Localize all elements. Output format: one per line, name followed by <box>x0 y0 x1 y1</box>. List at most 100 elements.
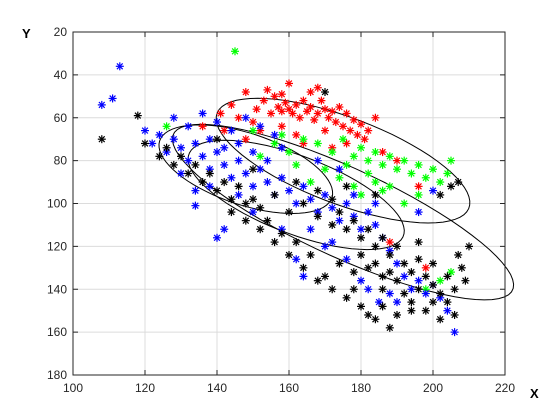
data-point <box>198 109 207 118</box>
data-point <box>198 152 207 161</box>
data-point <box>277 130 286 139</box>
data-point <box>357 143 365 152</box>
data-point <box>277 229 286 238</box>
data-point <box>292 130 301 139</box>
data-point <box>443 298 452 307</box>
data-point <box>436 289 445 298</box>
data-point <box>429 259 437 268</box>
data-point <box>213 135 221 144</box>
data-point <box>177 152 185 161</box>
data-point <box>436 276 445 285</box>
data-point <box>267 109 275 118</box>
data-point <box>169 160 178 169</box>
data-point <box>306 103 315 112</box>
data-point <box>285 250 293 259</box>
data-point <box>457 263 466 272</box>
data-point <box>205 135 214 144</box>
data-point <box>414 190 423 199</box>
data-point <box>277 143 286 152</box>
data-point <box>277 90 286 99</box>
ellipse <box>171 123 515 301</box>
data-point <box>299 96 308 105</box>
data-point <box>371 148 380 157</box>
data-point <box>353 130 362 139</box>
data-point <box>274 103 283 112</box>
data-point <box>313 186 322 195</box>
data-point <box>407 306 416 315</box>
data-point <box>414 238 423 247</box>
data-point <box>429 186 437 195</box>
data-point <box>148 139 157 148</box>
data-point <box>407 285 416 294</box>
data-point <box>371 190 380 199</box>
data-point <box>400 289 409 298</box>
data-point <box>429 280 437 289</box>
data-point <box>364 126 373 135</box>
data-point <box>378 186 387 195</box>
data-point <box>299 199 308 208</box>
data-point <box>249 182 257 191</box>
data-point <box>249 148 257 157</box>
data-point <box>342 293 351 302</box>
data-point <box>364 263 373 272</box>
data-point <box>385 250 394 259</box>
data-point <box>385 152 394 161</box>
data-point <box>414 285 423 294</box>
data-point <box>371 199 380 208</box>
data-point <box>371 259 380 268</box>
data-point <box>270 139 279 148</box>
data-point <box>321 242 329 251</box>
data-point <box>371 178 380 187</box>
data-point <box>378 233 387 242</box>
data-point <box>407 268 416 277</box>
data-point <box>231 47 239 56</box>
data-point <box>450 285 459 294</box>
data-point <box>292 178 301 187</box>
data-point <box>141 126 149 135</box>
data-point <box>256 225 265 234</box>
x-tick-label: 120 <box>135 381 155 395</box>
data-point <box>313 212 322 221</box>
data-point <box>234 139 243 148</box>
data-point <box>252 105 261 114</box>
plot-area <box>72 31 515 376</box>
data-point <box>227 100 236 109</box>
data-point <box>191 201 200 210</box>
data-point <box>461 276 470 285</box>
data-point <box>454 250 463 259</box>
data-point <box>328 107 337 116</box>
data-point <box>421 306 430 315</box>
data-point <box>324 113 333 122</box>
data-point <box>378 302 387 311</box>
data-point <box>429 165 437 174</box>
data-point <box>177 143 185 152</box>
data-point <box>321 272 329 281</box>
x-tick-label: 180 <box>351 381 371 395</box>
data-points <box>97 47 473 337</box>
data-point <box>335 103 344 112</box>
data-point <box>414 255 423 264</box>
data-point <box>421 263 430 272</box>
data-point <box>313 156 322 165</box>
data-point <box>155 152 164 161</box>
data-point <box>306 250 315 259</box>
y-tick-label: 60 <box>54 111 68 125</box>
data-point <box>169 113 178 122</box>
data-point <box>220 143 229 152</box>
data-point <box>177 169 185 178</box>
data-point <box>285 148 293 157</box>
data-point <box>285 208 293 217</box>
data-point <box>378 148 387 157</box>
x-axis-label: X <box>530 386 539 401</box>
y-tick-label: 40 <box>54 68 68 82</box>
data-point <box>169 135 178 144</box>
data-point <box>213 233 221 242</box>
data-point <box>295 113 304 122</box>
y-tick-label: 80 <box>54 154 68 168</box>
data-point <box>292 199 301 208</box>
data-point <box>364 310 373 319</box>
data-point <box>364 285 373 294</box>
data-point <box>342 225 351 234</box>
data-point <box>184 122 193 131</box>
data-point <box>349 152 358 161</box>
